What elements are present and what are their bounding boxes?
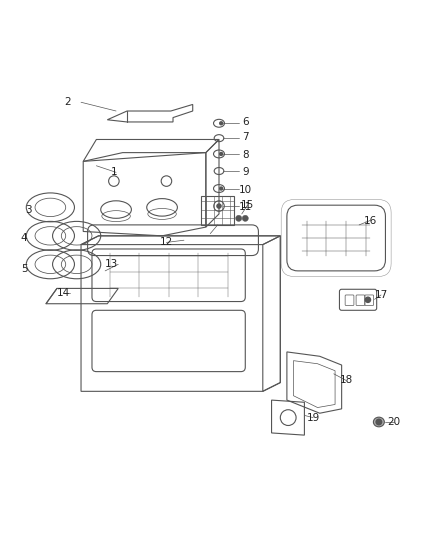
Text: 19: 19 <box>307 413 320 423</box>
Text: 5: 5 <box>21 264 28 273</box>
Text: 6: 6 <box>242 117 249 127</box>
Text: 17: 17 <box>374 290 388 300</box>
Text: 11: 11 <box>239 203 252 212</box>
Text: 7: 7 <box>242 132 249 142</box>
Circle shape <box>242 215 248 221</box>
Circle shape <box>219 152 223 156</box>
Text: 16: 16 <box>364 215 377 225</box>
Text: 2: 2 <box>64 97 71 107</box>
Circle shape <box>219 121 223 125</box>
Circle shape <box>375 418 382 425</box>
Text: 9: 9 <box>242 167 249 177</box>
Text: 13: 13 <box>105 260 118 269</box>
Text: 20: 20 <box>388 417 401 427</box>
Text: 18: 18 <box>339 375 353 385</box>
Circle shape <box>365 297 371 302</box>
Text: 12: 12 <box>160 237 173 247</box>
Text: 8: 8 <box>242 150 249 160</box>
Ellipse shape <box>373 417 385 427</box>
Text: 10: 10 <box>239 185 252 195</box>
Circle shape <box>236 215 242 221</box>
Text: 4: 4 <box>21 233 28 243</box>
Circle shape <box>217 204 221 208</box>
Text: 1: 1 <box>110 167 117 177</box>
Text: 3: 3 <box>25 205 32 215</box>
Circle shape <box>219 187 223 191</box>
Text: 15: 15 <box>241 200 254 210</box>
Text: 14: 14 <box>57 288 70 298</box>
